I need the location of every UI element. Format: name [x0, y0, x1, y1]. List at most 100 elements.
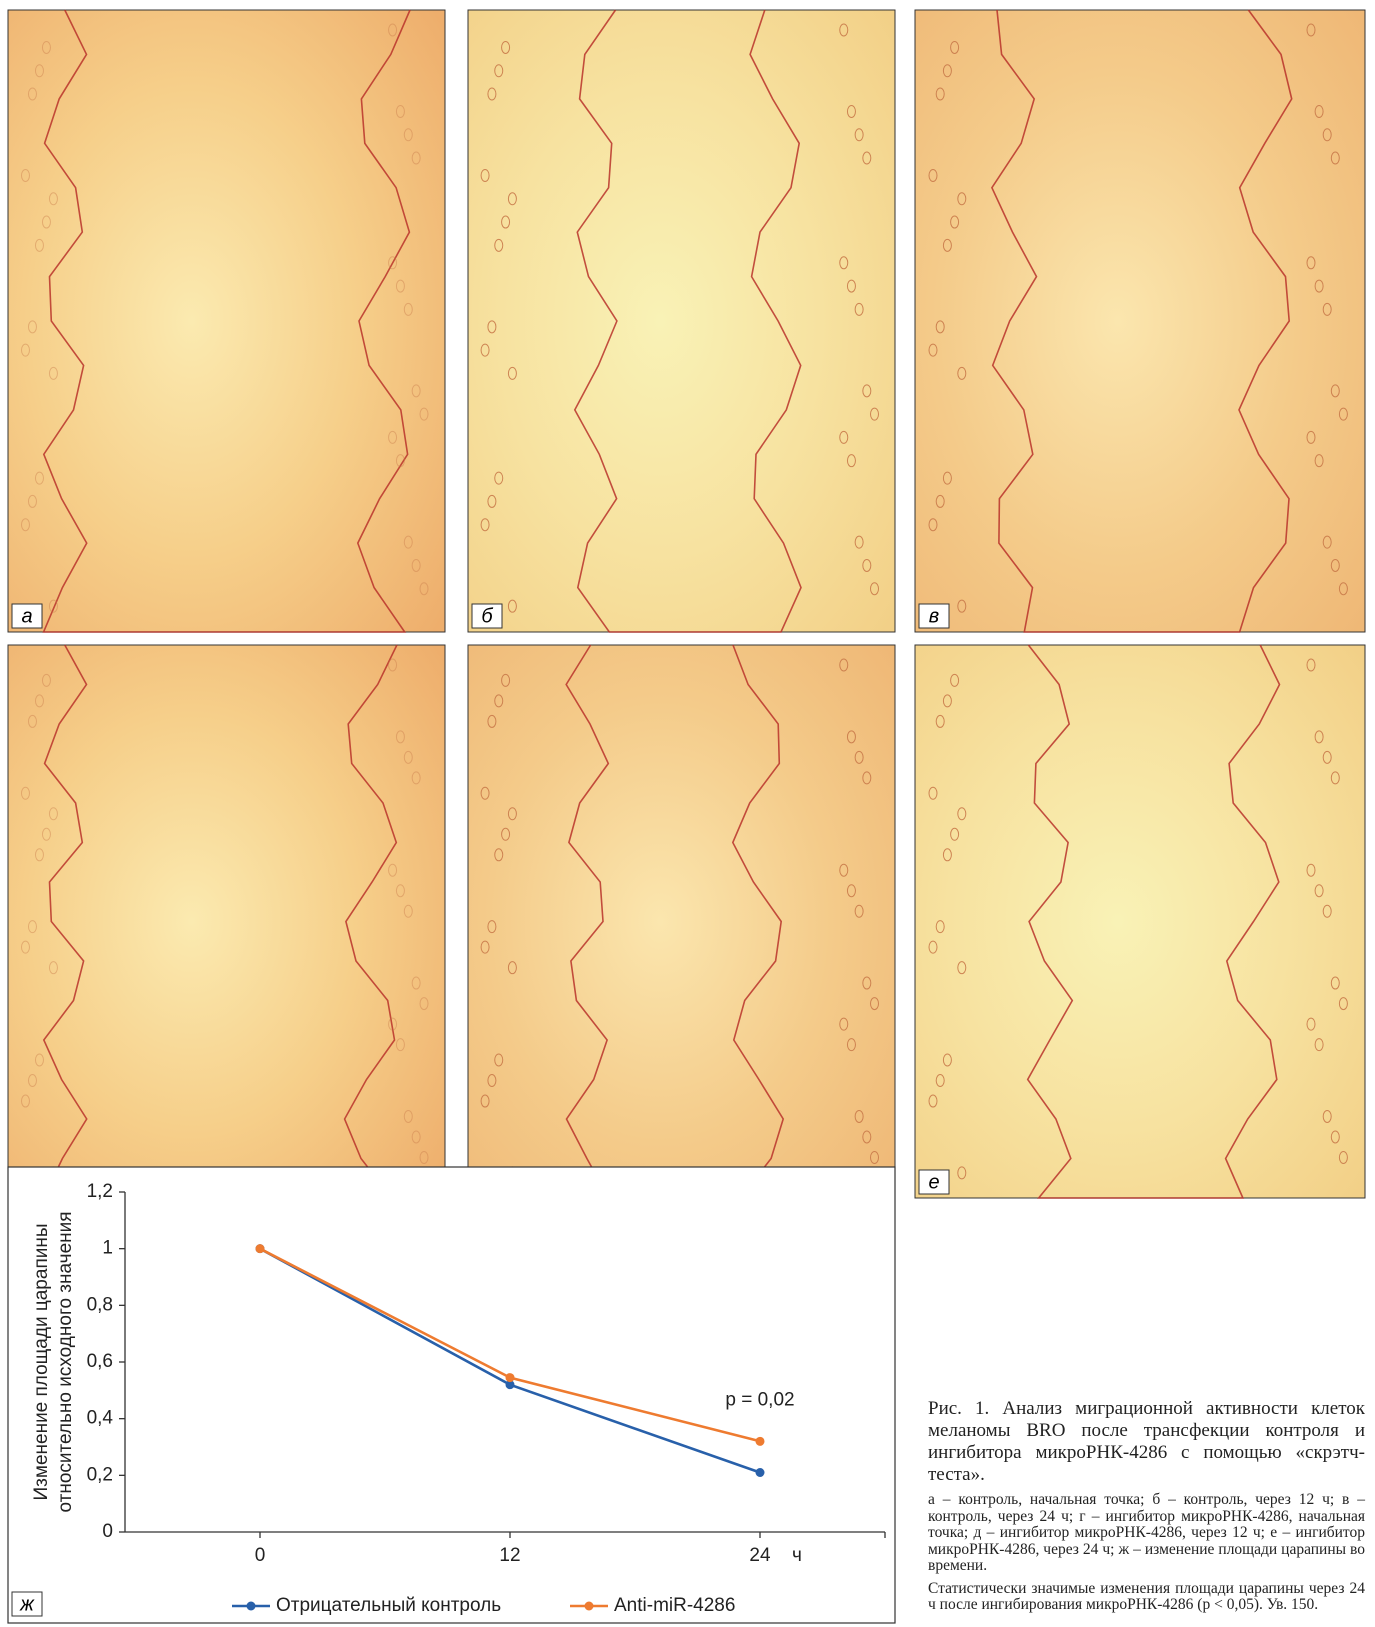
- cell: [862, 771, 872, 785]
- y-tick-label: 0,8: [87, 1294, 113, 1315]
- cell: [411, 558, 421, 572]
- cell: [1322, 128, 1332, 142]
- cell: [950, 40, 960, 54]
- cell: [957, 366, 967, 380]
- y-tick-label: 0,6: [87, 1351, 113, 1372]
- cell: [1306, 863, 1316, 877]
- cell: [928, 343, 938, 357]
- cell: [862, 976, 872, 990]
- cell: [41, 215, 51, 229]
- legend-label: Anti-miR-4286: [614, 1595, 735, 1616]
- cell: [27, 1074, 37, 1088]
- cell: [942, 848, 952, 862]
- panel-label-box: [11, 603, 43, 629]
- cell: [411, 771, 421, 785]
- cell: [1314, 730, 1324, 744]
- cell: [388, 256, 398, 270]
- cell: [403, 128, 413, 142]
- cell: [403, 904, 413, 918]
- cell: [870, 582, 880, 596]
- panel-label: б: [481, 605, 493, 627]
- scratch-outline: [42, 9, 411, 633]
- cell: [494, 238, 504, 252]
- cell: [395, 884, 405, 898]
- cell: [957, 599, 967, 613]
- chart-frame: [7, 1166, 896, 1624]
- cell: [48, 599, 58, 613]
- cell: [487, 87, 497, 101]
- cell: [419, 1150, 429, 1164]
- caption-note: Статистически значимые изменения площади…: [928, 1579, 1365, 1613]
- micrograph: [7, 644, 446, 1199]
- cell: [27, 494, 37, 508]
- cell: [494, 471, 504, 485]
- cell: [20, 786, 30, 800]
- cell: [1322, 535, 1332, 549]
- cell: [1306, 23, 1316, 37]
- cell: [48, 961, 58, 975]
- cell: [935, 1074, 945, 1088]
- y-axis-label: относительно исходного значения: [55, 1211, 76, 1512]
- cell: [34, 238, 44, 252]
- cell: [27, 320, 37, 334]
- cell: [403, 1109, 413, 1123]
- scratch-outline: [573, 9, 802, 633]
- cell: [928, 940, 938, 954]
- cell: [480, 169, 490, 182]
- cell: [870, 407, 880, 421]
- cell: [950, 827, 960, 841]
- cell: [1306, 658, 1316, 672]
- cell: [411, 384, 421, 398]
- cell: [862, 558, 872, 572]
- cell: [501, 40, 511, 54]
- cell: [942, 694, 952, 708]
- cell: [854, 1109, 864, 1123]
- panel-label: а: [21, 605, 32, 627]
- x-unit: ч: [792, 1545, 802, 1566]
- cell: [480, 1094, 490, 1108]
- cell: [411, 151, 421, 165]
- y-axis-label: Изменение площади царапины: [31, 1224, 52, 1501]
- cell: [1330, 771, 1340, 785]
- cell: [20, 1094, 30, 1108]
- cell: [942, 471, 952, 485]
- cell: [419, 407, 429, 421]
- cell: [846, 884, 856, 898]
- cell: [419, 582, 429, 596]
- cell: [487, 320, 497, 334]
- cell: [487, 714, 497, 728]
- legend-marker: [584, 1601, 594, 1611]
- cell: [388, 658, 398, 672]
- x-tick-label: 0: [255, 1545, 266, 1566]
- cell: [870, 1150, 880, 1164]
- cell: [942, 64, 952, 78]
- annotation: p = 0,02: [725, 1389, 794, 1410]
- cell: [839, 658, 849, 672]
- legend-marker: [246, 1601, 256, 1611]
- cell: [480, 518, 490, 532]
- cell: [403, 302, 413, 316]
- chart: 0 0,2 0,4 0,6 0,8 1 1,2 0 12 24 ч Изменение площади…: [7, 1166, 896, 1624]
- cell: [507, 192, 517, 206]
- cell: [494, 1053, 504, 1067]
- cell: [1322, 904, 1332, 918]
- y-tick-label: 0,2: [87, 1464, 113, 1485]
- caption: Рис. 1. Анализ миграционной активности к…: [928, 1398, 1365, 1620]
- cell: [403, 750, 413, 764]
- cell: [846, 454, 856, 468]
- cell: [480, 786, 490, 800]
- cell: [419, 997, 429, 1011]
- cell: [41, 40, 51, 54]
- cell: [862, 151, 872, 165]
- panel-label: ж: [19, 1593, 35, 1615]
- cell: [928, 786, 938, 800]
- cell: [403, 535, 413, 549]
- cell: [846, 1038, 856, 1052]
- cell: [48, 366, 58, 380]
- micrograph: [914, 9, 1366, 633]
- cell: [1322, 1109, 1332, 1123]
- y-tick-label: 1: [102, 1238, 113, 1259]
- cell: [1338, 997, 1348, 1011]
- cell: [1330, 558, 1340, 572]
- cell: [928, 518, 938, 532]
